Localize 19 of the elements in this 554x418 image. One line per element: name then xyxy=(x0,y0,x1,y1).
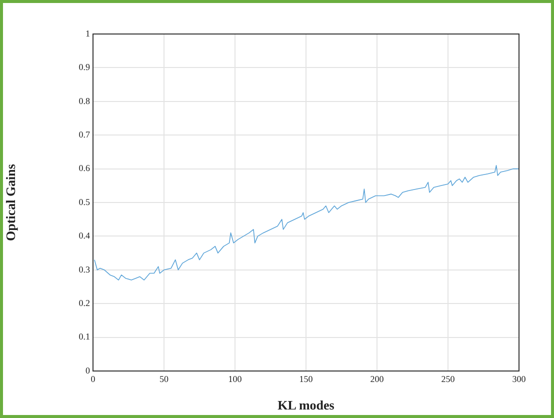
y-tick-label: 0.9 xyxy=(78,62,90,72)
x-tick-label: 150 xyxy=(299,374,314,384)
x-tick-label: 250 xyxy=(441,374,456,384)
y-tick-label: 1 xyxy=(86,28,90,38)
y-tick-label: 0.4 xyxy=(78,230,90,241)
x-axis-title: KL modes xyxy=(278,398,334,413)
y-tick-label: 0 xyxy=(86,365,90,376)
y-tick-label: 0.1 xyxy=(78,332,90,342)
y-tick-label: 0.2 xyxy=(78,298,90,308)
y-tick-label: 0.6 xyxy=(78,163,90,174)
x-tick-label: 200 xyxy=(370,374,384,384)
y-tick-label: 0.5 xyxy=(78,196,90,207)
x-tick-label: 300 xyxy=(512,374,526,384)
y-tick-label: 0.3 xyxy=(78,264,90,274)
y-tick-label: 0.8 xyxy=(78,96,90,106)
x-tick-label: 100 xyxy=(228,374,242,384)
y-tick-label: 0.7 xyxy=(78,129,90,140)
x-tick-label: 50 xyxy=(160,374,169,384)
y-axis-title: Optical Gains xyxy=(3,164,18,241)
